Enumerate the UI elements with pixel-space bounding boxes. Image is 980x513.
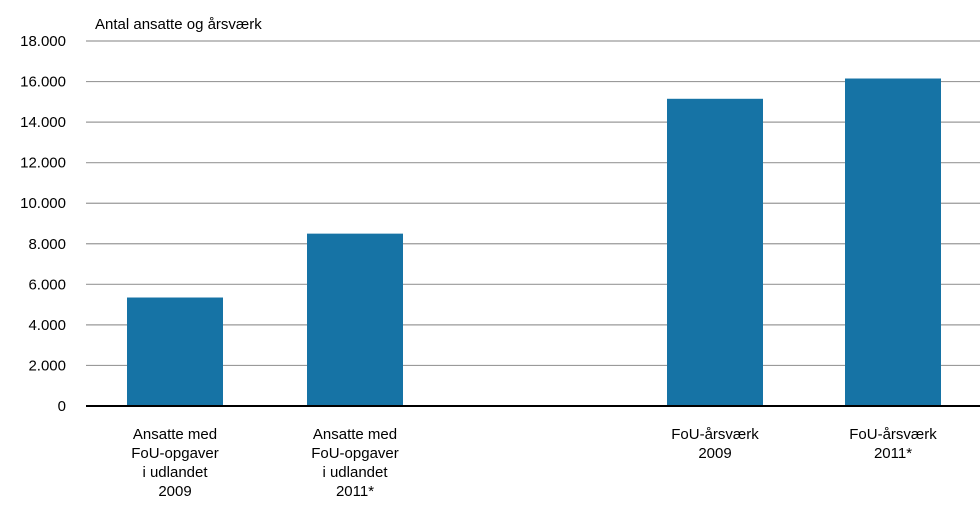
category-label-line: 2009	[698, 445, 731, 462]
y-tick-label: 10.000	[20, 195, 66, 212]
category-label-line: 2009	[158, 483, 191, 500]
y-tick-label: 14.000	[20, 114, 66, 131]
bar	[127, 297, 223, 406]
category-label-line: i udlandet	[142, 464, 208, 481]
category-label-line: FoU-opgaver	[311, 445, 399, 462]
category-label-line: 2011*	[874, 445, 912, 462]
category-labels: Ansatte med FoU-opgaver i udlandet 2009Ansa…	[131, 426, 937, 500]
y-tick-label: 12.000	[20, 155, 66, 172]
category-label-line: FoU-årsværk	[849, 426, 937, 443]
y-tick-label: 0	[58, 398, 66, 415]
gridlines	[86, 40, 980, 367]
y-axis-tick-labels: 0 2.000 4.000 6.000 8.000 10.000 12.000 14.000 1…	[20, 33, 66, 415]
y-tick-label: 6.000	[28, 276, 66, 293]
y-tick-label: 4.000	[28, 317, 66, 334]
category-label: FoU-årsværk 2011*	[849, 426, 937, 462]
bar	[667, 98, 763, 407]
category-label-line: i udlandet	[322, 464, 388, 481]
category-label-line: 2011*	[336, 483, 374, 500]
category-label: Ansatte med FoU-opgaver i udlandet 2009	[131, 426, 219, 500]
category-label: Ansatte med FoU-opgaver i udlandet 2011*	[311, 426, 399, 500]
bars	[127, 78, 941, 407]
y-tick-label: 2.000	[28, 357, 66, 374]
category-label-line: Ansatte med	[133, 426, 217, 443]
category-label-line: Ansatte med	[313, 426, 397, 443]
y-tick-label: 16.000	[20, 74, 66, 91]
y-tick-label: 8.000	[28, 236, 66, 253]
y-tick-label: 18.000	[20, 33, 66, 50]
bar	[845, 78, 941, 406]
category-label: FoU-årsværk 2009	[671, 426, 759, 462]
y-axis-title: Antal ansatte og årsværk	[95, 16, 262, 33]
bar	[307, 233, 403, 406]
category-label-line: FoU-årsværk	[671, 426, 759, 443]
category-label-line: FoU-opgaver	[131, 445, 219, 462]
